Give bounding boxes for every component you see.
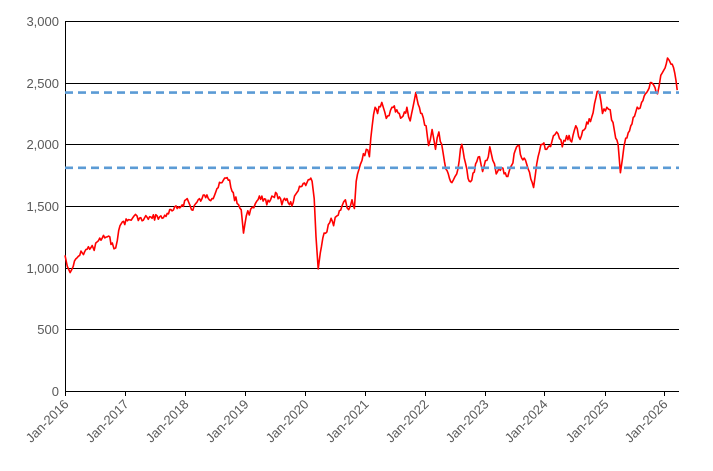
series-line bbox=[64, 57, 678, 274]
y-tick-label: 2,500 bbox=[26, 76, 59, 91]
x-tick-label: Jan-2024 bbox=[502, 397, 551, 446]
y-tick-label: 3,000 bbox=[26, 14, 59, 29]
y-tick-label: 2,000 bbox=[26, 137, 59, 152]
x-tick-label: Jan-2020 bbox=[263, 397, 312, 446]
x-tick-label: Jan-2019 bbox=[203, 397, 252, 446]
x-tick-label: Jan-2025 bbox=[563, 397, 612, 446]
x-tick-label: Jan-2021 bbox=[323, 397, 372, 446]
x-tick-label: Jan-2016 bbox=[23, 397, 72, 446]
y-tick-label: 1,000 bbox=[26, 261, 59, 276]
y-tick-label: 0 bbox=[52, 384, 59, 399]
x-tick-label: Jan-2026 bbox=[622, 397, 671, 446]
y-tick-label: 500 bbox=[37, 322, 59, 337]
y-tick-label: 1,500 bbox=[26, 199, 59, 214]
x-tick-label: Jan-2023 bbox=[443, 397, 492, 446]
x-tick-label: Jan-2017 bbox=[83, 397, 132, 446]
x-tick-label: Jan-2022 bbox=[383, 397, 432, 446]
x-tick-label: Jan-2018 bbox=[143, 397, 192, 446]
